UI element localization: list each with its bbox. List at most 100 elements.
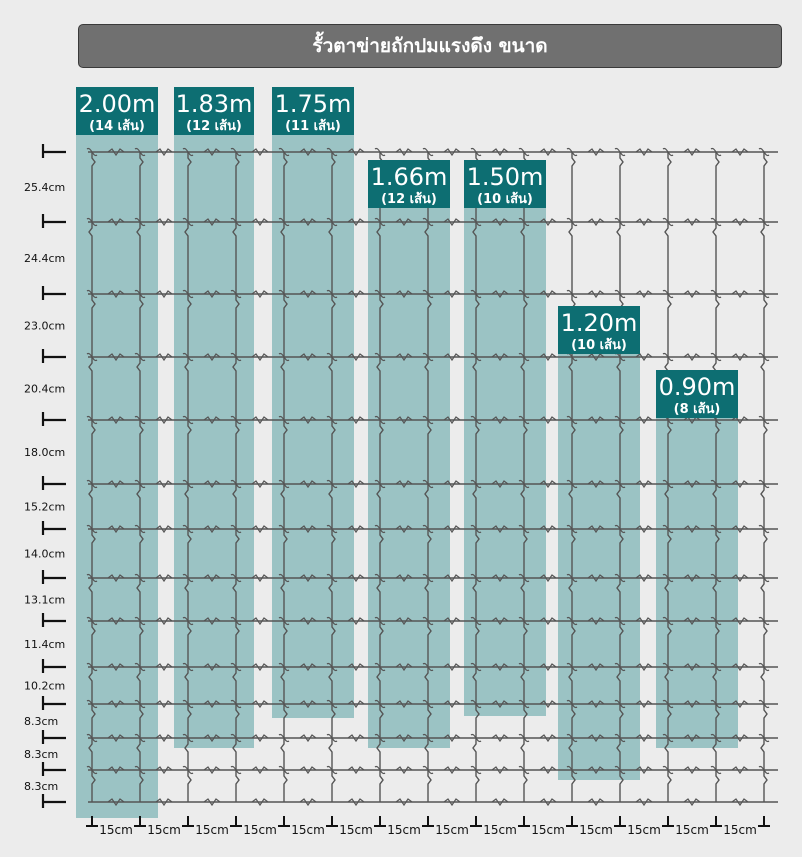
vertical-stay-wire bbox=[760, 222, 765, 294]
vertical-stay-wire bbox=[283, 770, 288, 802]
wire-knot bbox=[491, 218, 509, 227]
wire-knot bbox=[587, 148, 605, 157]
wire-knot bbox=[635, 734, 653, 743]
fixed-knot bbox=[518, 662, 530, 672]
wire-knot bbox=[347, 353, 365, 362]
vertical-stay-wire bbox=[715, 152, 720, 222]
wire-knot bbox=[443, 700, 461, 709]
fixed-knot bbox=[86, 147, 98, 157]
wire-knot bbox=[731, 525, 749, 534]
fixed-knot bbox=[566, 217, 578, 227]
panel-label-bg-5 bbox=[464, 160, 546, 208]
fixed-knot bbox=[134, 662, 146, 672]
vertical-stay-wire bbox=[520, 222, 525, 294]
fixed-knot bbox=[422, 616, 434, 626]
fixed-knot bbox=[86, 616, 98, 626]
post-spacing-label: 15cm bbox=[147, 823, 181, 837]
vertical-stay-wire bbox=[760, 357, 765, 420]
vertical-stay-wire bbox=[664, 222, 669, 294]
wire-knot bbox=[587, 700, 605, 709]
fixed-knot bbox=[614, 573, 626, 583]
vertical-stay-wire bbox=[424, 357, 429, 420]
wire-knot bbox=[251, 700, 269, 709]
vertical-stay-wire bbox=[379, 294, 384, 357]
fixed-knot bbox=[230, 616, 242, 626]
fixed-knot bbox=[566, 524, 578, 534]
vertical-stay-wire bbox=[616, 738, 621, 770]
vertical-stay-wire bbox=[427, 704, 432, 738]
wire-knot bbox=[539, 480, 557, 489]
vertical-stay-wire bbox=[91, 152, 96, 222]
vertical-stay-wire bbox=[472, 222, 477, 294]
wire-position-marker bbox=[41, 570, 66, 584]
vertical-stay-wire bbox=[715, 529, 720, 578]
vertical-stay-wire bbox=[568, 484, 573, 529]
fixed-knot bbox=[662, 352, 674, 362]
vertical-stay-wire bbox=[763, 704, 768, 738]
fixed-knot bbox=[326, 662, 338, 672]
vertical-stay-wire bbox=[379, 420, 384, 484]
wire-knot bbox=[443, 663, 461, 672]
fixed-knot bbox=[422, 699, 434, 709]
fixed-knot bbox=[326, 352, 338, 362]
vertical-stay-wire bbox=[523, 420, 528, 484]
wire-knot bbox=[299, 663, 317, 672]
height-panel-6 bbox=[558, 306, 640, 780]
fixed-knot bbox=[86, 733, 98, 743]
post-position-marker bbox=[518, 816, 530, 827]
vertical-stay-wire bbox=[619, 621, 624, 667]
vertical-stay-wire bbox=[379, 770, 384, 802]
vertical-stay-wire bbox=[376, 578, 381, 621]
wire-knot bbox=[395, 766, 413, 775]
wire-knot bbox=[299, 416, 317, 425]
vertical-stay-wire bbox=[427, 529, 432, 578]
fixed-knot bbox=[326, 479, 338, 489]
wire-knot bbox=[443, 766, 461, 775]
vertical-stay-wire bbox=[328, 357, 333, 420]
fixed-knot bbox=[566, 662, 578, 672]
post-position-marker bbox=[614, 816, 626, 827]
vertical-stay-wire bbox=[88, 738, 93, 770]
fixed-knot bbox=[662, 479, 674, 489]
post-spacing-label: 15cm bbox=[243, 823, 277, 837]
vertical-stay-wire bbox=[187, 704, 192, 738]
fixed-knot bbox=[470, 479, 482, 489]
wire-knot bbox=[683, 525, 701, 534]
fixed-knot bbox=[614, 733, 626, 743]
fixed-knot bbox=[566, 479, 578, 489]
fixed-knot bbox=[374, 415, 386, 425]
wire-knot bbox=[635, 574, 653, 583]
fixed-knot bbox=[758, 616, 770, 626]
post-position-marker bbox=[470, 816, 482, 827]
vertical-stay-wire bbox=[136, 578, 141, 621]
fixed-knot bbox=[566, 733, 578, 743]
vertical-stay-wire bbox=[88, 578, 93, 621]
fixed-knot bbox=[230, 289, 242, 299]
fixed-knot bbox=[182, 217, 194, 227]
wire-knot bbox=[203, 480, 221, 489]
wire-knot bbox=[731, 574, 749, 583]
fixed-knot bbox=[326, 733, 338, 743]
vertical-stay-wire bbox=[283, 294, 288, 357]
post-spacing-label: 15cm bbox=[675, 823, 709, 837]
post-position-marker bbox=[758, 816, 770, 827]
wire-knot bbox=[395, 480, 413, 489]
vertical-stay-wire bbox=[139, 152, 144, 222]
vertical-stay-wire bbox=[472, 667, 477, 704]
wire-knot bbox=[587, 480, 605, 489]
panel-labels: 2.00m(14 เส้น)1.83m(12 เส้น)1.75m(11 เส้… bbox=[76, 87, 738, 418]
fixed-knot bbox=[758, 217, 770, 227]
vertical-stay-wire bbox=[232, 738, 237, 770]
fixed-knot bbox=[278, 573, 290, 583]
fixed-knot bbox=[710, 352, 722, 362]
fixed-knot bbox=[470, 415, 482, 425]
vertical-stay-wire bbox=[619, 152, 624, 222]
vertical-stay-wire bbox=[91, 529, 96, 578]
diagram-title: รั้วตาข่ายถักปมแรงดึง ขนาด bbox=[312, 35, 548, 57]
fixed-knot bbox=[182, 733, 194, 743]
fixed-knot bbox=[662, 733, 674, 743]
post-spacing-label: 15cm bbox=[291, 823, 325, 837]
fixed-knot bbox=[134, 479, 146, 489]
wire-knot bbox=[731, 734, 749, 743]
vertical-stay-wire bbox=[475, 420, 480, 484]
